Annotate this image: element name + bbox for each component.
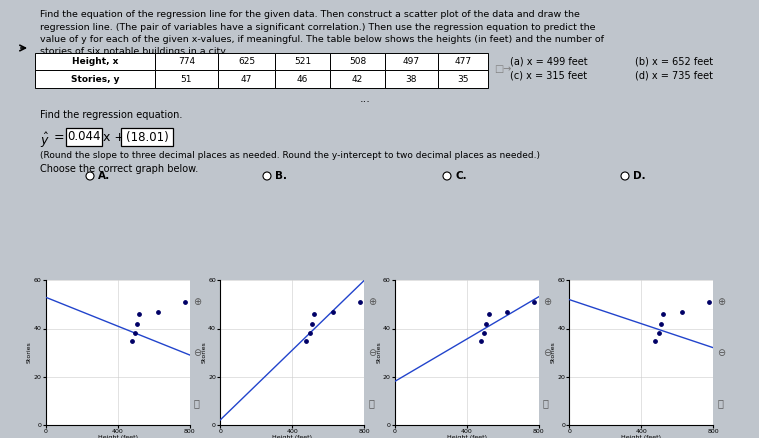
- Text: ⧉: ⧉: [368, 398, 374, 408]
- Text: (18.01): (18.01): [126, 131, 168, 144]
- Text: (c) x = 315 feet: (c) x = 315 feet: [510, 71, 587, 81]
- Point: [676, 308, 688, 315]
- Text: 508: 508: [349, 57, 366, 66]
- Text: 521: 521: [294, 57, 311, 66]
- Point: [304, 330, 316, 337]
- Point: [501, 308, 513, 315]
- FancyBboxPatch shape: [218, 53, 275, 70]
- Circle shape: [263, 172, 271, 180]
- Y-axis label: Stories: Stories: [376, 342, 381, 364]
- FancyBboxPatch shape: [155, 70, 218, 88]
- Text: (b) x = 652 feet: (b) x = 652 feet: [635, 56, 713, 66]
- Text: 0.044: 0.044: [68, 131, 101, 144]
- Point: [152, 308, 164, 315]
- Point: [306, 320, 318, 327]
- FancyBboxPatch shape: [438, 70, 488, 88]
- Text: 774: 774: [178, 57, 195, 66]
- Text: ⊖: ⊖: [194, 348, 202, 357]
- Text: ⧉: ⧉: [717, 398, 723, 408]
- Text: 477: 477: [455, 57, 471, 66]
- Point: [308, 311, 320, 318]
- Text: ⊕: ⊕: [717, 297, 726, 307]
- Point: [655, 320, 667, 327]
- Text: Stories, y: Stories, y: [71, 74, 119, 84]
- FancyBboxPatch shape: [35, 53, 155, 70]
- Point: [478, 330, 490, 337]
- Text: D.: D.: [633, 171, 646, 181]
- FancyBboxPatch shape: [385, 53, 438, 70]
- Text: x +: x +: [103, 131, 125, 144]
- FancyBboxPatch shape: [121, 128, 173, 146]
- Text: ⊕: ⊕: [368, 297, 376, 307]
- Point: [657, 311, 669, 318]
- Point: [474, 337, 487, 344]
- Point: [649, 337, 661, 344]
- FancyBboxPatch shape: [155, 53, 218, 70]
- Text: $\hat{y}$: $\hat{y}$: [40, 131, 50, 150]
- Text: 35: 35: [457, 74, 469, 84]
- FancyBboxPatch shape: [35, 70, 155, 88]
- Text: ⧉: ⧉: [194, 398, 200, 408]
- X-axis label: Height (feet): Height (feet): [98, 435, 137, 438]
- Circle shape: [621, 172, 629, 180]
- X-axis label: Height (feet): Height (feet): [272, 435, 312, 438]
- Y-axis label: Stories: Stories: [202, 342, 206, 364]
- Text: ⊖: ⊖: [543, 348, 551, 357]
- Point: [134, 311, 146, 318]
- Point: [125, 337, 137, 344]
- Text: (Round the slope to three decimal places as needed. Round the y-intercept to two: (Round the slope to three decimal places…: [40, 151, 540, 160]
- Text: ⊕: ⊕: [194, 297, 202, 307]
- Text: ⊖: ⊖: [368, 348, 376, 357]
- FancyBboxPatch shape: [275, 70, 330, 88]
- X-axis label: Height (feet): Height (feet): [447, 435, 487, 438]
- Text: ⊕: ⊕: [543, 297, 551, 307]
- Circle shape: [443, 172, 451, 180]
- Text: ⊖: ⊖: [717, 348, 726, 357]
- Text: ⧉: ⧉: [543, 398, 549, 408]
- Point: [703, 299, 715, 306]
- Point: [179, 299, 191, 306]
- Text: Height, x: Height, x: [72, 57, 118, 66]
- Text: 51: 51: [181, 74, 192, 84]
- Circle shape: [86, 172, 94, 180]
- Text: C.: C.: [455, 171, 467, 181]
- Point: [653, 330, 665, 337]
- FancyBboxPatch shape: [438, 53, 488, 70]
- Text: B.: B.: [275, 171, 287, 181]
- FancyBboxPatch shape: [218, 70, 275, 88]
- Text: □→: □→: [494, 64, 512, 74]
- Text: 47: 47: [241, 74, 252, 84]
- Point: [354, 299, 366, 306]
- Text: Choose the correct graph below.: Choose the correct graph below.: [40, 164, 198, 174]
- Point: [528, 299, 540, 306]
- Point: [131, 320, 143, 327]
- Text: (a) x = 499 feet: (a) x = 499 feet: [510, 56, 587, 66]
- Text: 497: 497: [403, 57, 420, 66]
- Text: 42: 42: [352, 74, 363, 84]
- Text: Find the equation of the regression line for the given data. Then construct a sc: Find the equation of the regression line…: [40, 10, 604, 57]
- X-axis label: Height (feet): Height (feet): [622, 435, 661, 438]
- Point: [129, 330, 141, 337]
- FancyBboxPatch shape: [385, 70, 438, 88]
- Point: [480, 320, 493, 327]
- Point: [326, 308, 339, 315]
- Point: [300, 337, 312, 344]
- Y-axis label: Stories: Stories: [27, 342, 32, 364]
- Text: 625: 625: [238, 57, 255, 66]
- Point: [483, 311, 495, 318]
- Y-axis label: Stories: Stories: [551, 342, 556, 364]
- Text: Find the regression equation.: Find the regression equation.: [40, 110, 182, 120]
- Text: ...: ...: [360, 94, 370, 104]
- FancyBboxPatch shape: [66, 128, 102, 146]
- Text: 46: 46: [297, 74, 308, 84]
- Text: A.: A.: [98, 171, 110, 181]
- Text: 38: 38: [406, 74, 417, 84]
- Text: (d) x = 735 feet: (d) x = 735 feet: [635, 71, 713, 81]
- FancyBboxPatch shape: [275, 53, 330, 70]
- FancyBboxPatch shape: [330, 70, 385, 88]
- Text: =: =: [54, 131, 68, 144]
- FancyBboxPatch shape: [330, 53, 385, 70]
